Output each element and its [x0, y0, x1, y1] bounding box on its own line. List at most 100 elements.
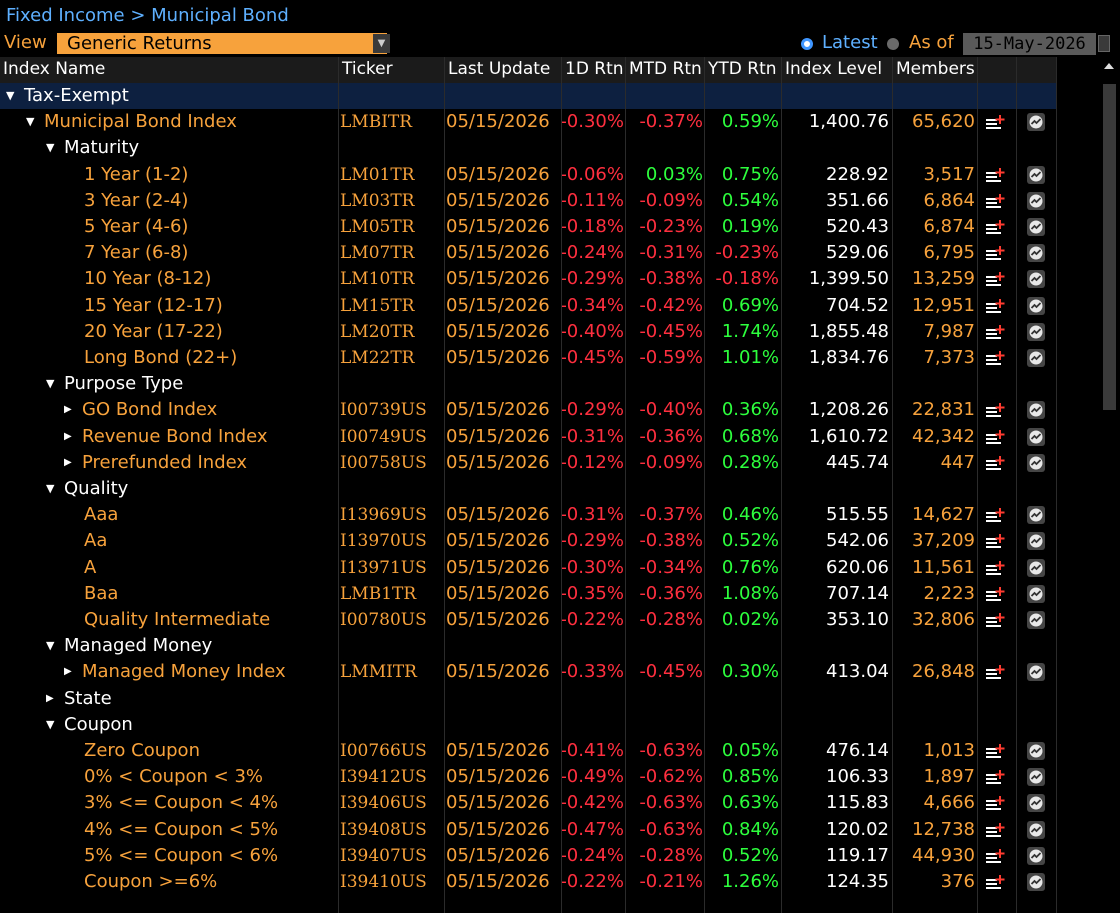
graph-icon[interactable] [1027, 663, 1045, 682]
index-name-cell[interactable]: ▼ Coupon [46, 712, 133, 738]
graph-icon[interactable] [1027, 218, 1045, 236]
table-row[interactable]: 0% < Coupon < 3% I39412US 05/15/2026 -0.49%… [0, 764, 1100, 790]
table-row[interactable]: 3% <= Coupon < 4% I39406US 05/15/2026 -0.42… [0, 790, 1100, 816]
triangle-right-icon[interactable]: ▶ [64, 430, 72, 442]
add-to-list-icon[interactable] [985, 769, 1007, 787]
index-name-cell[interactable]: 3% <= Coupon < 4% [84, 790, 278, 816]
graph-icon[interactable] [1027, 558, 1045, 577]
col-header-mtd-rtn[interactable]: MTD Rtn [626, 57, 704, 83]
table-row[interactable]: Quality Intermediate I00780US 05/15/2026 -0… [0, 607, 1100, 633]
add-to-list-icon[interactable] [985, 324, 1007, 342]
triangle-down-icon[interactable]: ▼ [46, 717, 55, 731]
index-name-cell[interactable]: 3 Year (2-4) [84, 188, 188, 214]
index-name-cell[interactable]: ▼ Managed Money [46, 633, 212, 659]
table-row[interactable]: Aa I13970US 05/15/2026 -0.29% -0.38% 0.52% 542… [0, 528, 1100, 554]
add-to-list-icon[interactable] [985, 664, 1007, 682]
triangle-down-icon[interactable]: ▼ [46, 639, 55, 653]
index-name-cell[interactable]: ▼ Purpose Type [46, 371, 183, 397]
index-name-cell[interactable]: 5 Year (4-6) [84, 214, 188, 240]
triangle-right-icon[interactable]: ▶ [64, 666, 72, 678]
index-name-cell[interactable]: 7 Year (6-8) [84, 240, 188, 266]
index-name-cell[interactable]: Coupon >=6% [84, 869, 217, 895]
index-name-cell[interactable]: ▶ GO Bond Index [64, 397, 217, 423]
table-row[interactable]: 5% <= Coupon < 6% I39407US 05/15/2026 -0.24… [0, 843, 1100, 869]
triangle-down-icon[interactable]: ▼ [26, 115, 35, 129]
triangle-right-icon[interactable]: ▶ [64, 404, 72, 416]
index-name-cell[interactable]: 0% < Coupon < 3% [84, 764, 263, 790]
graph-icon[interactable] [1027, 165, 1045, 184]
index-name-cell[interactable]: ▶ Revenue Bond Index [64, 424, 268, 450]
graph-icon[interactable] [1027, 794, 1045, 813]
index-name-cell[interactable]: 5% <= Coupon < 6% [84, 843, 278, 869]
graph-icon[interactable] [1027, 768, 1045, 787]
category-row[interactable]: ▼ Maturity [0, 135, 1100, 161]
index-name-cell[interactable]: Long Bond (22+) [84, 345, 237, 371]
index-name-cell[interactable]: Aa [84, 528, 107, 554]
table-row[interactable]: 1 Year (1-2) LM01TR 05/15/2026 -0.06% 0.03% 0… [0, 162, 1100, 188]
col-header-ticker[interactable]: Ticker [339, 57, 444, 83]
table-row[interactable]: ▶ Prerefunded Index I00758US 05/15/2026 -0.1… [0, 450, 1100, 476]
index-name-cell[interactable]: 10 Year (8-12) [84, 266, 211, 292]
graph-icon[interactable] [1027, 846, 1045, 865]
table-row[interactable]: 5 Year (4-6) LM05TR 05/15/2026 -0.18% -0.23%… [0, 214, 1100, 240]
table-row[interactable]: Aaa I13969US 05/15/2026 -0.31% -0.37% 0.46% 51… [0, 502, 1100, 528]
graph-icon[interactable] [1027, 742, 1045, 760]
graph-icon[interactable] [1027, 244, 1045, 263]
graph-icon[interactable] [1027, 611, 1045, 629]
add-to-list-icon[interactable] [985, 193, 1007, 211]
index-name-cell[interactable]: ▼ Quality [46, 476, 128, 502]
add-to-list-icon[interactable] [985, 298, 1007, 316]
triangle-down-icon[interactable]: ▼ [46, 377, 55, 391]
table-row[interactable]: Baa LMB1TR 05/15/2026 -0.35% -0.36% 1.08% 707.… [0, 581, 1100, 607]
table-row[interactable]: ▶ GO Bond Index I00739US 05/15/2026 -0.29% -0… [0, 397, 1100, 423]
index-name-cell[interactable]: 4% <= Coupon < 5% [84, 817, 278, 843]
table-row[interactable]: 15 Year (12-17) LM15TR 05/15/2026 -0.34% -0.… [0, 293, 1100, 319]
col-header-index-level[interactable]: Index Level [782, 57, 892, 83]
add-to-list-icon[interactable] [985, 402, 1007, 420]
col-header-index-name[interactable]: Index Name [0, 57, 338, 83]
add-to-list-icon[interactable] [985, 743, 1007, 761]
graph-icon[interactable] [1027, 296, 1045, 315]
add-to-list-icon[interactable] [985, 245, 1007, 263]
graph-icon[interactable] [1027, 270, 1045, 289]
triangle-right-icon[interactable]: ▶ [64, 456, 72, 468]
col-header-1d-rtn[interactable]: 1D Rtn [562, 57, 625, 83]
latest-label[interactable]: Latest [822, 32, 878, 53]
add-to-list-icon[interactable] [985, 560, 1007, 578]
add-to-list-icon[interactable] [985, 219, 1007, 237]
table-row[interactable]: A I13971US 05/15/2026 -0.30% -0.34% 0.76% 620.… [0, 555, 1100, 581]
index-name-cell[interactable]: ▶ Prerefunded Index [64, 450, 247, 476]
add-to-list-icon[interactable] [985, 114, 1007, 132]
add-to-list-icon[interactable] [985, 822, 1007, 840]
index-name-cell[interactable]: ▶ State [46, 686, 112, 712]
index-name-cell[interactable]: ▼ Tax-Exempt [6, 83, 129, 109]
add-to-list-icon[interactable] [985, 350, 1007, 368]
graph-icon[interactable] [1027, 453, 1045, 472]
as-of-radio[interactable] [887, 38, 899, 50]
graph-icon[interactable] [1027, 506, 1045, 525]
graph-icon[interactable] [1027, 820, 1045, 839]
table-row[interactable]: Zero Coupon I00766US 05/15/2026 -0.41% -0.63… [0, 738, 1100, 764]
index-name-cell[interactable]: ▼ Maturity [46, 135, 139, 161]
category-row[interactable]: ▼ Coupon [0, 712, 1100, 738]
col-header-last-update[interactable]: Last Update [445, 57, 561, 83]
table-row[interactable]: 20 Year (17-22) LM20TR 05/15/2026 -0.40% -0.… [0, 319, 1100, 345]
graph-icon[interactable] [1027, 401, 1045, 420]
graph-icon[interactable] [1027, 113, 1045, 132]
add-to-list-icon[interactable] [985, 612, 1007, 630]
scrollbar[interactable] [1100, 57, 1120, 913]
col-header-members[interactable]: Members [893, 57, 977, 83]
graph-icon[interactable] [1027, 191, 1045, 210]
scroll-thumb[interactable] [1103, 84, 1116, 410]
table-row[interactable]: 3 Year (2-4) LM03TR 05/15/2026 -0.11% -0.09%… [0, 188, 1100, 214]
col-header-ytd-rtn[interactable]: YTD Rtn [705, 57, 781, 83]
graph-icon[interactable] [1027, 584, 1045, 603]
index-name-cell[interactable]: Zero Coupon [84, 738, 200, 764]
as-of-label[interactable]: As of [909, 32, 954, 53]
category-row[interactable]: ▶ State [0, 686, 1100, 712]
as-of-date-field[interactable]: 15-May-2026 [963, 33, 1096, 55]
table-row[interactable]: Long Bond (22+) LM22TR 05/15/2026 -0.45% -0.… [0, 345, 1100, 371]
add-to-list-icon[interactable] [985, 874, 1007, 892]
latest-radio[interactable] [801, 38, 813, 50]
table-row[interactable]: 7 Year (6-8) LM07TR 05/15/2026 -0.24% -0.31%… [0, 240, 1100, 266]
